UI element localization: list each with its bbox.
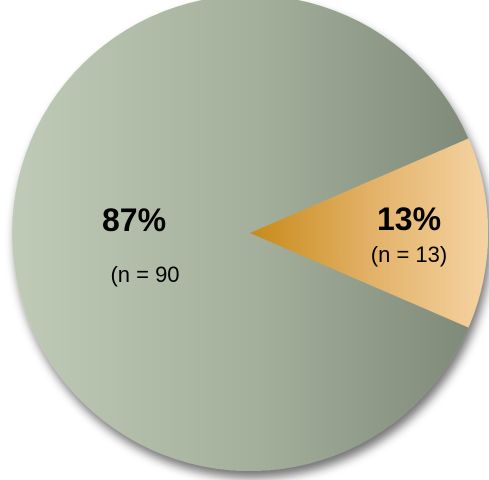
slice-13-count-label: (n = 13) [371, 242, 447, 267]
slice-87-percent-label: 87% [102, 202, 166, 238]
slice-13-percent-label: 13% [377, 201, 441, 237]
slice-87-count-label: (n = 90 [110, 262, 179, 287]
pie-slices [12, 0, 488, 471]
pie-slice-87 [12, 0, 469, 471]
pie-slice-13 [250, 138, 488, 328]
